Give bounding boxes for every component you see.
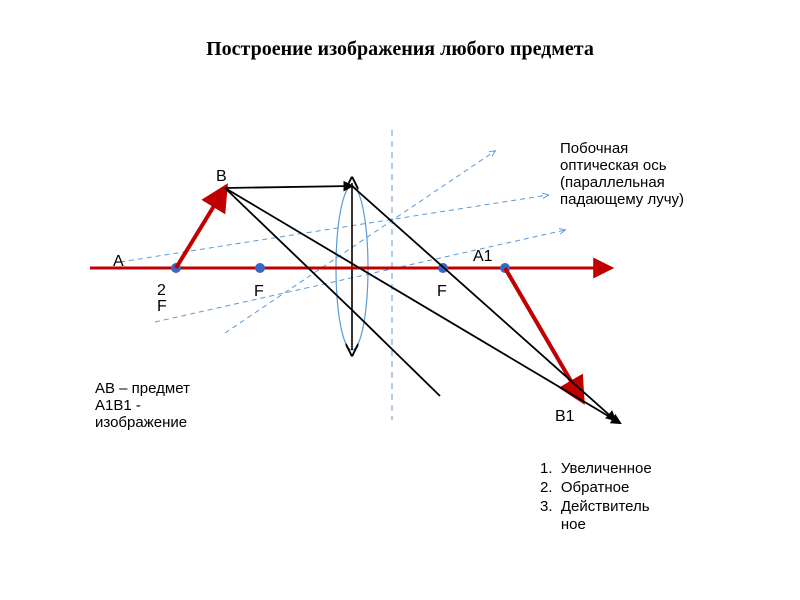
label-A1: A1 [473,248,493,266]
label-B: B [216,168,227,186]
label-F-right: F [437,283,447,301]
label-2F: 2 F [157,283,167,315]
optics-diagram [0,0,800,600]
legend-object-image: AB – предмет A1B1 - изображение [95,380,190,431]
image-properties-list: 1. Увеличенное 2. Обратное 3. Действител… [540,460,652,535]
label-A: A [113,253,124,271]
secondary-axis-caption: Побочная оптическая ось (параллельная па… [560,140,684,208]
label-B1: B1 [555,408,575,426]
label-F-left: F [254,283,264,301]
